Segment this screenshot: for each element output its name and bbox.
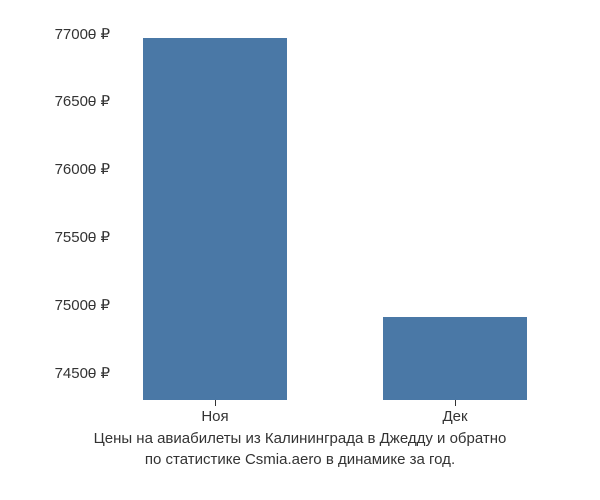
x-axis-label: Ноя xyxy=(201,408,228,425)
caption-line-2: по статистике Csmia.aero в динамике за г… xyxy=(145,451,455,468)
y-axis-label: 76000 ₽ xyxy=(55,160,110,178)
y-tick xyxy=(89,237,95,238)
y-axis-label: 74500 ₽ xyxy=(55,364,110,382)
bar xyxy=(143,38,287,400)
bar xyxy=(383,317,527,400)
y-axis-label: 75000 ₽ xyxy=(55,296,110,314)
y-axis-label: 77000 ₽ xyxy=(55,25,110,43)
x-axis-label: Дек xyxy=(442,408,467,425)
chart-caption: Цены на авиабилеты из Калининграда в Дже… xyxy=(0,428,600,470)
y-axis-label: 75500 ₽ xyxy=(55,228,110,246)
y-tick xyxy=(89,34,95,35)
y-tick xyxy=(89,101,95,102)
caption-line-1: Цены на авиабилеты из Калининграда в Дже… xyxy=(94,430,507,447)
chart-container: 74500 ₽ 75000 ₽ 75500 ₽ 76000 ₽ 76500 ₽ 77000… xyxy=(0,0,600,500)
y-tick xyxy=(89,169,95,170)
x-tick xyxy=(455,400,456,406)
y-tick xyxy=(89,373,95,374)
y-axis-label: 76500 ₽ xyxy=(55,92,110,110)
x-tick xyxy=(215,400,216,406)
y-tick xyxy=(89,305,95,306)
plot-area xyxy=(95,20,575,400)
